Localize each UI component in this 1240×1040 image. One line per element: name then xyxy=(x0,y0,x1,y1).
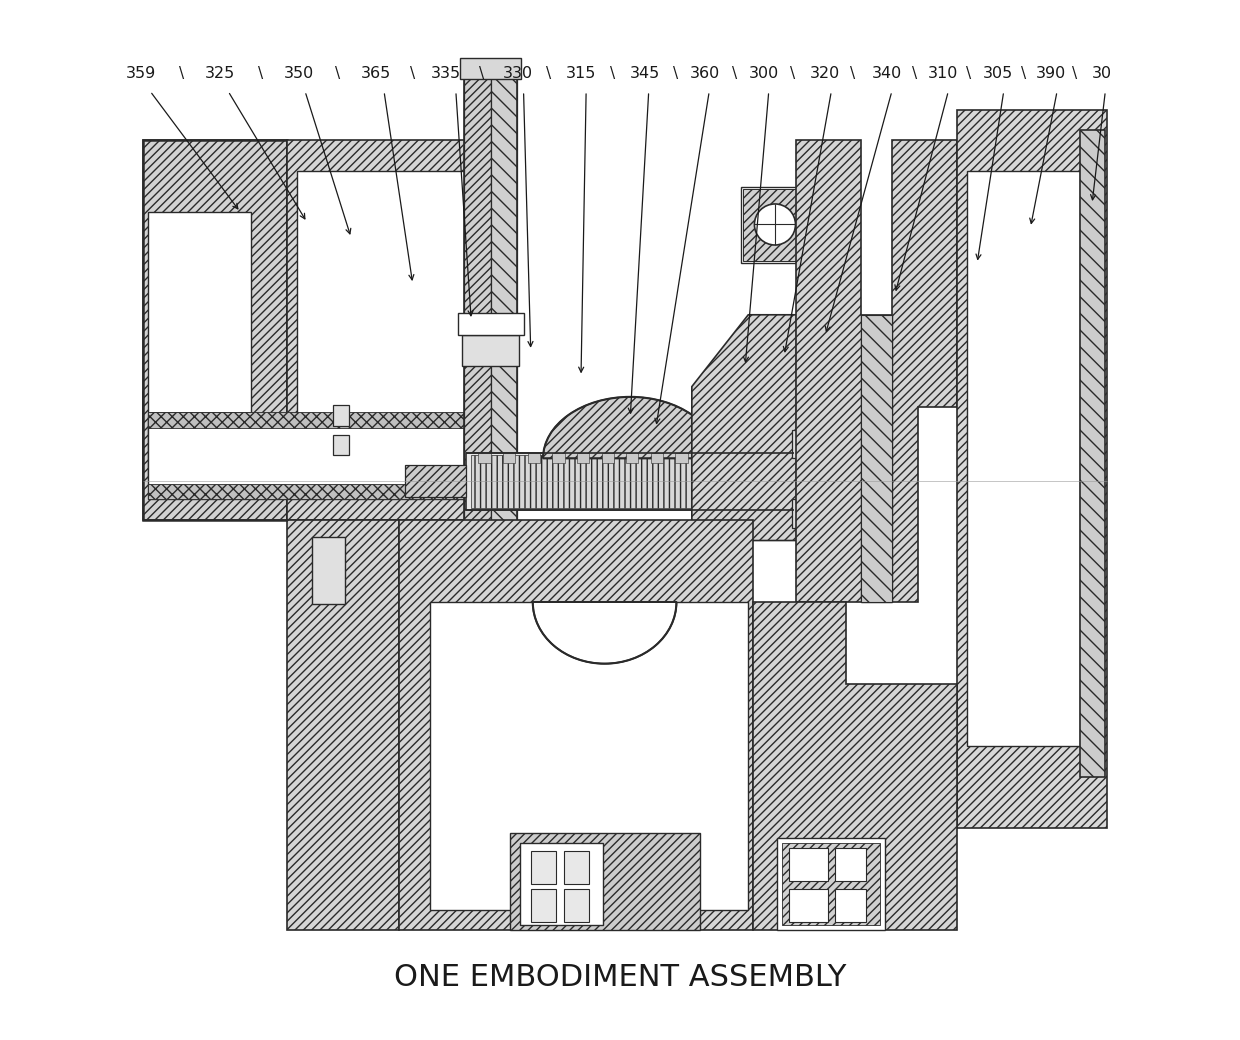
Text: 300: 300 xyxy=(749,67,779,81)
Bar xyxy=(430,602,748,910)
Text: 325: 325 xyxy=(205,67,234,81)
Bar xyxy=(503,453,516,463)
Text: \: \ xyxy=(966,67,971,81)
Polygon shape xyxy=(692,315,796,541)
Polygon shape xyxy=(143,392,231,489)
Polygon shape xyxy=(286,140,512,520)
Bar xyxy=(563,889,589,922)
Bar xyxy=(466,453,795,510)
Bar xyxy=(296,172,476,427)
Text: \: \ xyxy=(673,67,678,81)
Text: \: \ xyxy=(1021,67,1025,81)
Text: \: \ xyxy=(1073,67,1078,81)
Bar xyxy=(404,465,466,497)
Polygon shape xyxy=(796,140,956,602)
Text: \: \ xyxy=(733,67,738,81)
Bar xyxy=(552,453,564,463)
Bar xyxy=(463,335,520,366)
Polygon shape xyxy=(286,520,399,931)
Bar xyxy=(563,852,589,884)
Polygon shape xyxy=(754,602,956,931)
Bar xyxy=(836,849,867,881)
Bar xyxy=(742,186,807,263)
Text: 335: 335 xyxy=(430,67,460,81)
Polygon shape xyxy=(543,397,718,459)
Text: \: \ xyxy=(790,67,795,81)
Text: 315: 315 xyxy=(565,67,596,81)
Text: \: \ xyxy=(851,67,856,81)
Bar xyxy=(777,838,884,931)
Text: \: \ xyxy=(180,67,185,81)
Text: \: \ xyxy=(335,67,341,81)
Text: \: \ xyxy=(546,67,551,81)
Bar xyxy=(148,417,512,499)
Bar xyxy=(464,69,491,623)
Bar xyxy=(148,412,250,443)
Bar xyxy=(531,889,557,922)
Bar xyxy=(128,48,1112,951)
Bar xyxy=(491,69,517,623)
Text: 360: 360 xyxy=(689,67,720,81)
Bar xyxy=(651,453,663,463)
Bar xyxy=(510,833,701,931)
Text: 320: 320 xyxy=(810,67,841,81)
Polygon shape xyxy=(533,602,677,664)
Bar xyxy=(577,453,589,463)
Polygon shape xyxy=(861,315,892,602)
Bar xyxy=(169,459,205,479)
Bar xyxy=(143,140,286,520)
Bar xyxy=(743,188,806,261)
Text: 340: 340 xyxy=(872,67,901,81)
Bar xyxy=(312,538,345,604)
Text: 359: 359 xyxy=(125,67,156,81)
Bar xyxy=(792,430,820,459)
Bar xyxy=(460,58,522,79)
Bar xyxy=(464,69,517,623)
Bar xyxy=(148,438,250,469)
Bar xyxy=(792,499,820,528)
Bar xyxy=(148,212,250,479)
Bar xyxy=(332,405,350,425)
Text: \: \ xyxy=(479,67,484,81)
Bar xyxy=(479,453,491,463)
Bar xyxy=(836,889,867,922)
Bar xyxy=(332,435,350,456)
Text: \: \ xyxy=(258,67,263,81)
Bar xyxy=(967,172,1080,746)
Text: \: \ xyxy=(911,67,918,81)
Bar xyxy=(521,843,603,926)
Text: ONE EMBODIMENT ASSEMBLY: ONE EMBODIMENT ASSEMBLY xyxy=(394,963,846,992)
Text: 310: 310 xyxy=(928,67,959,81)
Bar xyxy=(148,484,512,499)
Bar xyxy=(531,852,557,884)
Bar xyxy=(458,313,523,335)
Bar xyxy=(528,453,539,463)
Text: 390: 390 xyxy=(1035,67,1066,81)
Polygon shape xyxy=(956,109,1107,828)
Bar xyxy=(790,849,828,881)
Text: \: \ xyxy=(410,67,415,81)
Text: 350: 350 xyxy=(284,67,314,81)
Polygon shape xyxy=(399,520,754,931)
Bar xyxy=(790,889,828,922)
Bar xyxy=(1080,130,1105,777)
Bar xyxy=(676,453,688,463)
Bar xyxy=(861,315,892,602)
Bar xyxy=(148,412,512,427)
Bar xyxy=(626,453,639,463)
Text: 305: 305 xyxy=(982,67,1013,81)
Text: 365: 365 xyxy=(361,67,391,81)
Bar xyxy=(471,456,790,508)
Bar xyxy=(601,453,614,463)
Text: \: \ xyxy=(610,67,615,81)
Bar xyxy=(782,843,879,926)
Polygon shape xyxy=(143,140,286,520)
Text: 330: 330 xyxy=(502,67,532,81)
Text: 30: 30 xyxy=(1092,67,1112,81)
Circle shape xyxy=(754,204,796,245)
Text: 345: 345 xyxy=(630,67,660,81)
